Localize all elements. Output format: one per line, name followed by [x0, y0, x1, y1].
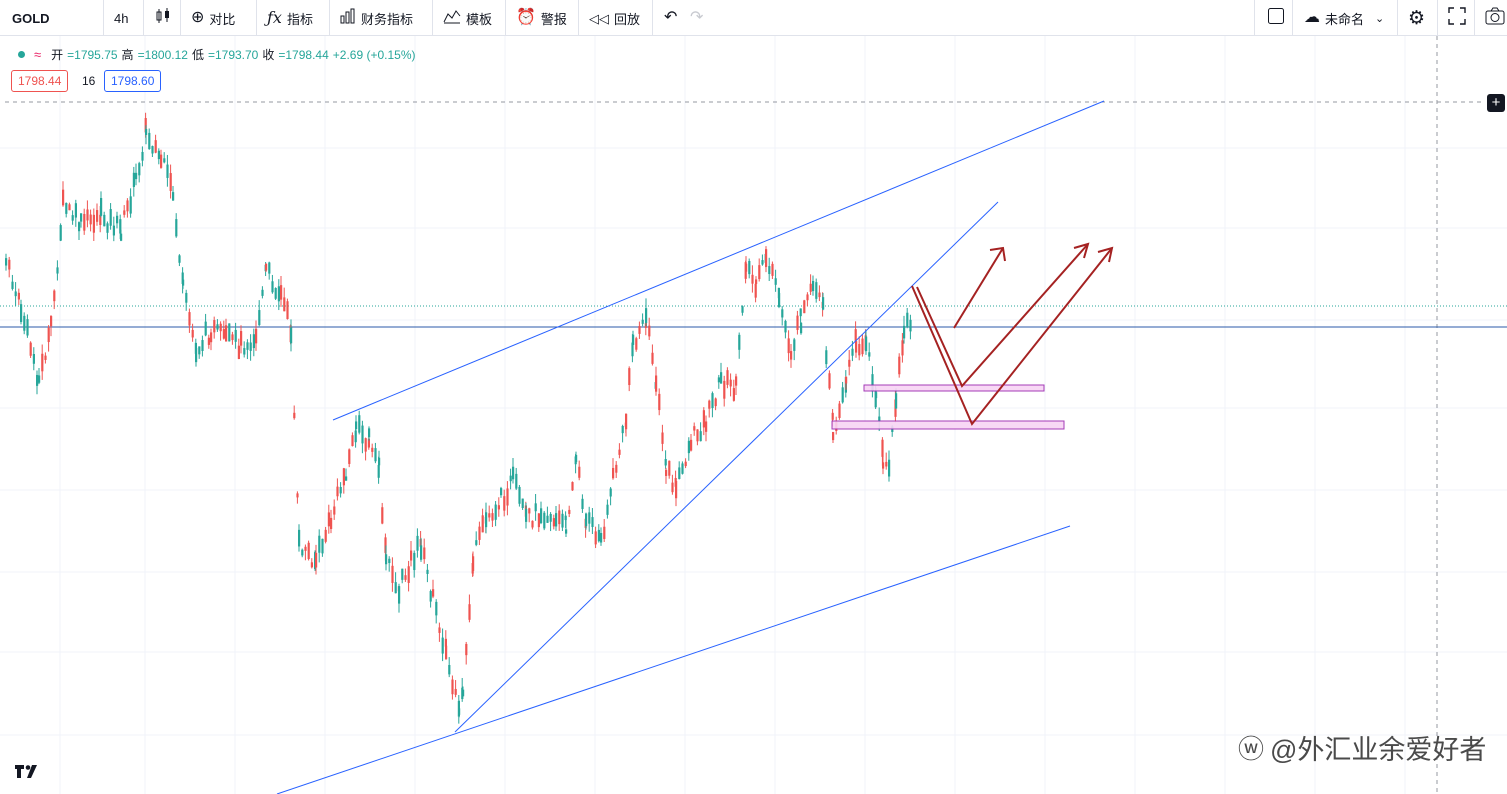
template-icon — [443, 8, 461, 28]
compare-label: 对比 — [209, 11, 236, 27]
low-label: 低 — [191, 48, 204, 62]
redo-icon: ↷ — [690, 9, 704, 26]
buy-price-box[interactable]: 1798.60 — [104, 70, 162, 92]
status-dot-icon — [14, 48, 28, 62]
layout-name-button[interactable]: ☁ 未命名 ⌄ — [1298, 0, 1390, 36]
chart-grid — [0, 36, 1507, 794]
undo-icon: ↶ — [664, 9, 678, 26]
high-value: =1800.12 — [137, 47, 188, 62]
settings-button[interactable]: ⚙ — [1402, 0, 1431, 36]
close-value: =1798.44 — [278, 47, 329, 62]
open-label: 开 — [51, 48, 64, 62]
chevron-down-icon: ⌄ — [1375, 12, 1385, 25]
cloud-icon: ☁ — [1304, 9, 1320, 26]
channel-lower-line[interactable] — [276, 525, 1071, 794]
add-price-line-button[interactable]: + — [1487, 94, 1505, 112]
replay-label: 回放 — [614, 11, 641, 27]
projection-arrow-3[interactable] — [953, 247, 1004, 329]
templates-label: 模板 — [466, 11, 493, 27]
indicators-label: 指标 — [286, 11, 313, 27]
templates-button[interactable]: 模板 — [437, 0, 498, 36]
alarm-icon: ⏰ — [516, 9, 536, 26]
change-value: +2.69 (+0.15%) — [332, 47, 416, 62]
symbol-label: GOLD — [12, 10, 50, 26]
redo-button[interactable]: ↷ — [684, 0, 709, 36]
projection-arrow-1[interactable] — [916, 243, 1089, 388]
replay-button[interactable]: ◁◁ 回放 — [583, 0, 646, 36]
undo-button[interactable]: ↶ — [658, 0, 683, 36]
rising-trendline[interactable] — [454, 201, 999, 733]
watermark-text: @外汇业余爱好者 — [1270, 735, 1487, 765]
ohlc-legend: ≈ 开 =1795.75 高 =1800.12 低 =1793.70 收 =1798.4… — [14, 46, 416, 63]
spread-value: 16 — [82, 74, 96, 88]
camera-icon — [1485, 7, 1505, 29]
weibo-logo-icon: ⓦ — [1238, 734, 1265, 764]
candlestick-series — [5, 112, 912, 724]
interval-label: 4h — [114, 10, 129, 26]
ask-value: 1798.60 — [111, 74, 155, 88]
low-value: =1793.70 — [207, 47, 259, 62]
channel-trendlines[interactable] — [276, 100, 1105, 794]
compare-button[interactable]: ⊕ 对比 — [185, 0, 241, 36]
top-toolbar: GOLD 4h ⊕ 对比 ƒx 指标 财务指标 模板 ⏰ 警报 ◁◁ 回放 ↶ ↷ ☁ 未… — [0, 0, 1507, 36]
channel-upper-line[interactable] — [332, 100, 1105, 421]
fx-icon: ƒx — [267, 8, 282, 27]
fullscreen-button[interactable] — [1442, 0, 1472, 36]
financials-label: 财务指标 — [361, 11, 414, 27]
wave-icon: ≈ — [34, 47, 42, 62]
high-label: 高 — [121, 48, 134, 62]
indicators-button[interactable]: ƒx 指标 — [261, 0, 319, 36]
interval-button[interactable]: 4h — [108, 0, 134, 36]
layout-name-label: 未命名 — [1325, 11, 1365, 27]
bar-chart-icon — [340, 8, 356, 28]
financials-button[interactable]: 财务指标 — [334, 0, 419, 36]
gear-icon: ⚙ — [1408, 7, 1426, 29]
replay-icon: ◁◁ — [589, 10, 609, 26]
projection-arrow-2[interactable] — [911, 247, 1113, 426]
close-label: 收 — [262, 48, 275, 62]
author-watermark: ⓦ @外汇业余爱好者 — [1238, 728, 1486, 767]
bid-value: 1798.44 — [18, 74, 62, 88]
screenshot-button[interactable] — [1479, 0, 1507, 36]
symbol-search[interactable]: GOLD — [6, 0, 56, 36]
projection-arrows[interactable] — [911, 242, 1114, 426]
alert-label: 警报 — [540, 11, 567, 27]
tradingview-logo[interactable] — [14, 763, 40, 784]
select-layout-button[interactable] — [1261, 0, 1291, 36]
chart-type-button[interactable] — [148, 0, 178, 36]
alert-button[interactable]: ⏰ 警报 — [510, 0, 573, 36]
support-zone-upper[interactable] — [863, 384, 1045, 392]
sell-price-box[interactable]: 1798.44 — [11, 70, 69, 92]
plus-circle-icon: ⊕ — [191, 9, 205, 26]
square-icon — [1267, 7, 1285, 29]
candles-icon — [154, 7, 172, 29]
open-value: =1795.75 — [67, 47, 118, 62]
fullscreen-icon — [1448, 7, 1466, 29]
support-zone-lower[interactable] — [831, 420, 1065, 430]
